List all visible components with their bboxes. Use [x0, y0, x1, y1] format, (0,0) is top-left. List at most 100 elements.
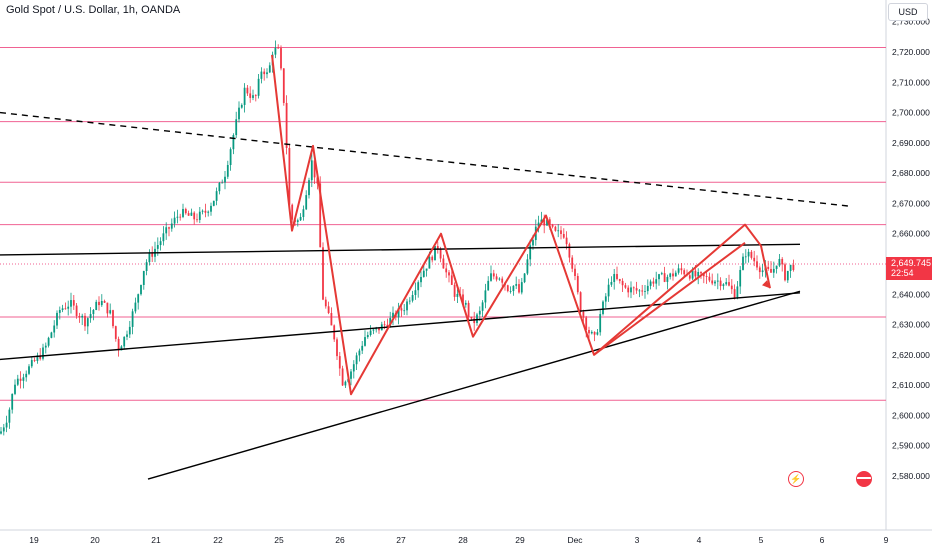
candle-body [733, 289, 736, 299]
candle [154, 241, 156, 263]
price-tick-label: 2,640.000 [892, 289, 930, 299]
candle-body [705, 276, 708, 278]
candle-body [263, 71, 266, 75]
candle-body [781, 258, 784, 265]
candle [204, 203, 207, 218]
candle-body [520, 282, 523, 293]
candle [742, 253, 744, 271]
candle-body [593, 331, 596, 335]
candle [215, 187, 218, 206]
candle-body [512, 285, 515, 292]
candle [22, 373, 25, 389]
candle [173, 211, 176, 228]
candle-body [25, 373, 28, 378]
candle-body [61, 308, 64, 310]
candle [436, 241, 439, 254]
candle [554, 225, 557, 232]
candle [677, 264, 680, 275]
candle [602, 300, 604, 316]
candle [28, 364, 30, 376]
candle [140, 284, 142, 296]
time-axis[interactable]: 19 20 21 22 25 26 27 28 29 Dec 3 4 5 6 9 [29, 535, 888, 545]
candle [282, 68, 285, 106]
candle-body [123, 336, 126, 347]
lightning-icon[interactable]: ⚡ [788, 471, 804, 487]
trendline [0, 292, 801, 361]
candle [714, 280, 716, 287]
candle-body [372, 329, 375, 331]
candle-body [406, 301, 408, 311]
candle-body [789, 264, 792, 271]
time-tick-label: 19 [29, 535, 39, 545]
candle [291, 203, 294, 224]
candle [182, 203, 184, 219]
candle-body [618, 279, 621, 281]
candle-body [254, 95, 257, 97]
candle [501, 276, 504, 287]
candle-body [476, 314, 478, 324]
candle-body [613, 273, 616, 282]
candle-body [750, 251, 753, 258]
candle-body [420, 276, 422, 283]
candle-body [579, 292, 582, 312]
candle [246, 84, 249, 96]
candle-body [70, 300, 72, 307]
candle-body [86, 318, 89, 327]
candle-body [604, 296, 607, 302]
candle-body [546, 219, 548, 226]
candle-body [669, 273, 672, 277]
candle-body [47, 337, 50, 346]
candle-body [767, 266, 770, 269]
candle [33, 357, 36, 363]
candle-body [72, 300, 75, 306]
candle-body [403, 310, 406, 312]
candle [128, 320, 131, 338]
price-tick-label: 2,590.000 [892, 441, 930, 451]
candle [786, 270, 789, 283]
candle [198, 206, 201, 224]
candle-body [417, 282, 420, 291]
candle-body [434, 246, 436, 261]
candle-body [722, 284, 725, 287]
candle-body [280, 48, 282, 69]
candle-body [638, 290, 641, 292]
candle-body [677, 268, 680, 273]
price-tick-label: 2,690.000 [892, 138, 930, 148]
candle-body [282, 68, 285, 103]
candle-body [322, 247, 324, 300]
candle-body [487, 280, 490, 291]
candle-body [151, 253, 154, 257]
candle [442, 254, 445, 269]
candle [658, 273, 660, 286]
candle [481, 300, 484, 318]
candle-body [201, 210, 204, 212]
candle-body [571, 257, 574, 269]
candle [588, 326, 590, 339]
candle-body [784, 264, 786, 281]
candle [310, 152, 313, 188]
candle [221, 179, 224, 184]
candle [736, 281, 739, 300]
currency-button[interactable]: USD [888, 3, 928, 21]
candle-body [313, 160, 316, 178]
candle [109, 303, 112, 315]
candle-body [198, 211, 201, 220]
candle [445, 262, 448, 278]
us-flag-icon[interactable] [856, 471, 872, 487]
candle-body [156, 245, 159, 249]
candle [425, 268, 428, 277]
candle-body [98, 301, 100, 306]
candle [753, 250, 756, 267]
candle [212, 200, 215, 207]
price-axis[interactable]: 2,580.000 2,590.000 2,600.000 2,610.000 2,62… [892, 17, 930, 481]
candle-body [551, 224, 554, 227]
candle-body [719, 280, 722, 287]
candle [2, 423, 5, 436]
candle [44, 342, 47, 354]
candle-body [145, 262, 148, 271]
candle-body [702, 273, 705, 277]
candle [257, 74, 260, 99]
candle-body [425, 268, 428, 271]
candle-body [240, 104, 243, 108]
